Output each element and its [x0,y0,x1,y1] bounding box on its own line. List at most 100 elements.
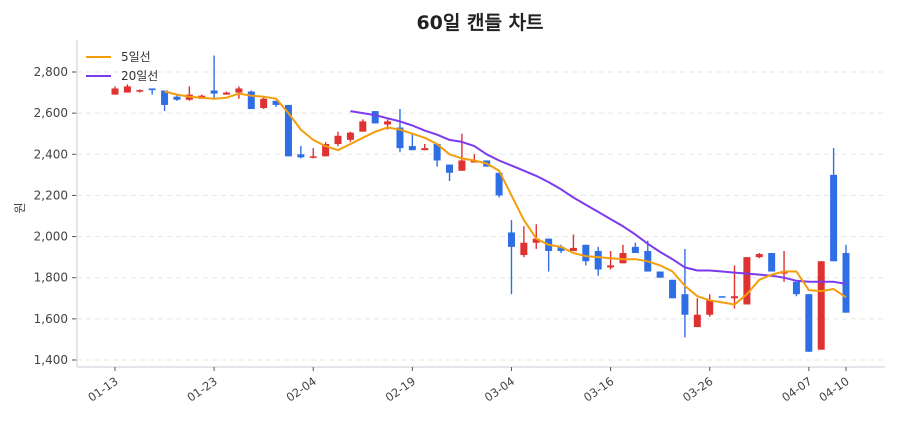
candle [805,294,813,352]
candle-body [309,156,317,158]
candle-body [743,257,751,305]
candle [433,144,441,167]
candle [148,88,156,95]
candle-body [421,148,429,151]
ma5-line [164,90,847,306]
y-tick-label: 1,800 [34,271,68,285]
candle [569,234,577,251]
candle [656,271,664,278]
candle-body [792,281,800,295]
x-tick-label: 01-23 [184,374,219,405]
ma20-line [350,110,847,285]
candle-body [433,144,441,161]
moving-average-lines [164,90,847,306]
y-tick-label: 2,000 [34,230,68,244]
candle [792,281,800,297]
candle-body [334,135,342,144]
candle-body [346,132,354,140]
candle [842,244,850,313]
candle [408,133,416,151]
candle-body [532,238,540,243]
x-tick-label: 04-07 [779,374,814,405]
candle-body [607,265,615,268]
candle-body [557,246,565,251]
candle-body [681,294,689,315]
candle [334,131,342,147]
candle-body [495,172,503,196]
candle [669,279,677,299]
x-tick-label: 02-04 [284,374,319,405]
candle-body [569,247,577,251]
candle-body [706,300,714,315]
candle-body [582,244,590,262]
candle-body [297,154,305,158]
candle [755,253,763,259]
candle-body [260,98,268,108]
y-tick-label: 2,400 [34,147,68,161]
candle [706,294,714,317]
candle [185,86,193,101]
y-tick-label: 2,600 [34,106,68,120]
candle [631,242,639,254]
candle [210,55,218,100]
candle [619,244,627,264]
candle-body [247,91,255,110]
candle-body [780,271,788,274]
candle [830,148,838,262]
candle [235,86,243,99]
candle-body [396,127,404,149]
candle-body [693,314,701,328]
candle-body [520,242,528,256]
x-tick-label: 03-16 [581,374,616,405]
x-tick-label: 01-13 [85,374,120,405]
candle-body [805,294,813,352]
legend-label: 5일선 [121,50,151,64]
candle [520,226,528,258]
candle [161,90,169,112]
legend-label: 20일선 [121,69,158,83]
candle [594,246,602,276]
candle [247,90,255,110]
y-tick-label: 1,600 [34,312,68,326]
candle-body [830,174,838,262]
y-axis-label: 원 [13,202,27,213]
y-tick-label: 1,400 [34,353,68,367]
candle [693,298,701,328]
legend: 5일선 20일선 [86,50,158,83]
x-tick-label: 04-10 [816,374,851,405]
x-tick-label: 03-04 [482,374,517,405]
candle [260,96,268,110]
candle-body [148,88,156,91]
candles [111,55,850,352]
candle [322,141,330,157]
candle [532,224,540,249]
candle-body [842,253,850,313]
chart-title: 60일 캔들 차트 [416,12,543,34]
candle-body [111,88,119,95]
candle-body [458,160,466,171]
candle [272,100,280,107]
y-tick-label: 2,800 [34,65,68,79]
candle-body [446,164,454,173]
y-tick-label: 2,200 [34,188,68,202]
candle-body [284,104,292,157]
candle [223,91,231,95]
candle-body [718,296,726,298]
candle [421,144,429,151]
x-tick-label: 02-19 [383,374,418,405]
candle-body [768,253,776,272]
candle [718,296,726,298]
candle-body [507,232,515,247]
candle-body [384,121,392,125]
grid-lines [77,71,885,361]
candle [309,148,317,159]
candle [768,253,776,272]
candle [111,86,119,95]
candle-body [371,111,379,124]
candle-body [272,100,280,105]
candle-body [755,254,763,258]
candle [173,94,181,101]
candle [817,261,825,350]
